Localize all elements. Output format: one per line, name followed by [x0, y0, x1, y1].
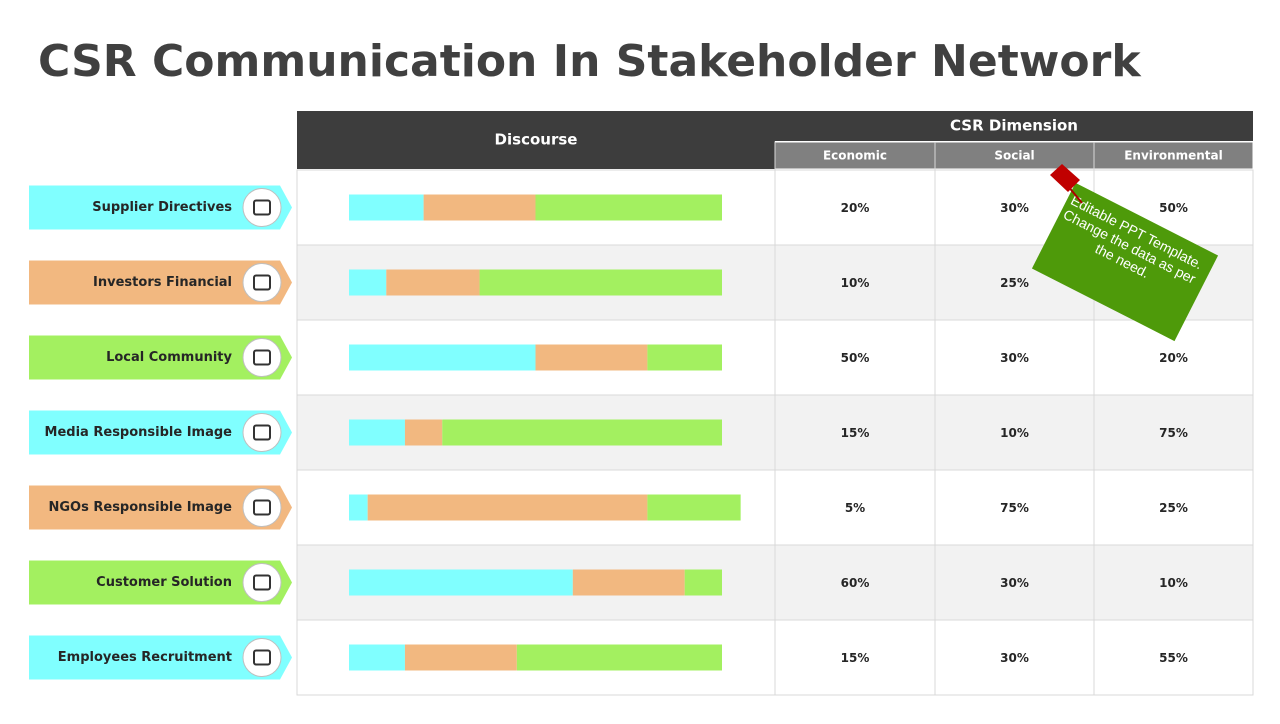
cell-value: 20%: [841, 201, 870, 215]
cell-value: 60%: [841, 576, 870, 590]
label-arrow: [29, 185, 292, 230]
dimension-header-bg: [775, 111, 1253, 141]
bar-segment: [572, 569, 685, 596]
icon: [253, 349, 271, 366]
icon: [253, 499, 271, 516]
cell-value: 10%: [1159, 576, 1188, 590]
label-arrow: [29, 635, 292, 680]
cell-value: 50%: [841, 351, 870, 365]
bar-segment: [367, 494, 648, 521]
cell-value: 30%: [1000, 351, 1029, 365]
dimension-header: CSR Dimension: [950, 117, 1078, 135]
icon-circle: [242, 488, 282, 527]
bar-segment: [349, 269, 387, 296]
row-label: Investors Financial: [93, 275, 232, 290]
label-arrow: [29, 410, 292, 455]
row-label: Media Responsible Image: [45, 425, 233, 440]
bar-segment: [349, 644, 405, 671]
cell-value: 15%: [841, 651, 870, 665]
icon-circle: [242, 263, 282, 302]
icon: [253, 649, 271, 666]
sub-header: Economic: [823, 149, 887, 163]
row-label: NGOs Responsible Image: [49, 500, 233, 515]
sub-header: Social: [994, 149, 1034, 163]
label-arrow: [29, 335, 292, 380]
row-label: Customer Solution: [96, 575, 232, 590]
bar-segment: [349, 194, 424, 221]
icon: [253, 574, 271, 591]
icon: [253, 199, 271, 216]
bar-segment: [423, 194, 536, 221]
bar-segment: [535, 344, 648, 371]
cell-value: 30%: [1000, 576, 1029, 590]
cell-value: 25%: [1000, 276, 1029, 290]
icon: [253, 274, 271, 291]
discourse-header: Discourse: [495, 131, 578, 149]
icon-circle: [242, 338, 282, 377]
cell-value: 10%: [841, 276, 870, 290]
row-label: Employees Recruitment: [58, 650, 232, 665]
icon-circle: [242, 413, 282, 452]
bar-segment: [647, 494, 741, 521]
icon-circle: [242, 563, 282, 602]
row-label: Local Community: [106, 350, 232, 365]
bar-segment: [349, 494, 368, 521]
title: CSR Communication In Stakeholder Network: [38, 36, 1142, 87]
cell-value: 75%: [1000, 501, 1029, 515]
discourse-header-bg: [297, 111, 775, 169]
label-arrow: [29, 560, 292, 605]
bar-segment: [349, 344, 536, 371]
cell-value: 50%: [1159, 201, 1188, 215]
sub-header: Environmental: [1124, 149, 1223, 163]
note-bg: [1031, 182, 1219, 342]
cell-value: 20%: [1159, 351, 1188, 365]
bar-segment: [684, 569, 722, 596]
bar-segment: [535, 194, 722, 221]
cell-value: 75%: [1159, 426, 1188, 440]
bar-segment: [479, 269, 722, 296]
icon-circle: [242, 188, 282, 227]
cell-value: 30%: [1000, 201, 1029, 215]
label-arrow: [29, 260, 292, 305]
bar-segment: [647, 344, 722, 371]
bar-segment: [349, 569, 573, 596]
icon-circle: [242, 638, 282, 677]
cell-value: 10%: [1000, 426, 1029, 440]
cell-value: 5%: [845, 501, 865, 515]
cell-value: 15%: [841, 426, 870, 440]
cell-value: 30%: [1000, 651, 1029, 665]
bar-segment: [386, 269, 480, 296]
bar-segment: [516, 644, 722, 671]
bar-segment: [442, 419, 722, 446]
pin-head: [1050, 164, 1080, 192]
cell-value: 25%: [1159, 501, 1188, 515]
label-arrow: [29, 485, 292, 530]
bar-segment: [349, 419, 405, 446]
bar-segment: [404, 644, 517, 671]
cell-value: 55%: [1159, 651, 1188, 665]
row-label: Supplier Directives: [92, 200, 232, 215]
icon: [253, 424, 271, 441]
sub-header-bg: [1093, 141, 1254, 170]
sticky-note: Editable PPT Template. Change the data a…: [1031, 182, 1219, 342]
sub-header-bg: [774, 141, 936, 170]
bar-segment: [404, 419, 443, 446]
